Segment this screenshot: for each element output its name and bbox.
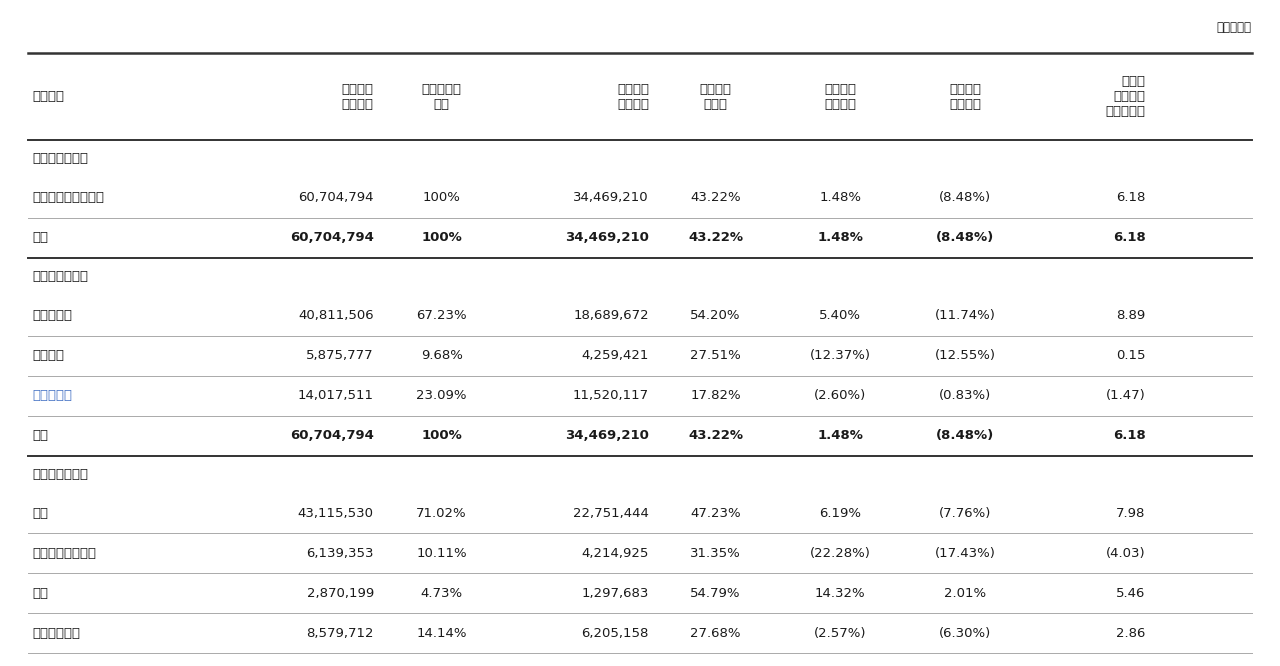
Text: (2.60%): (2.60%) <box>814 389 867 402</box>
Text: 三、按地区划分: 三、按地区划分 <box>32 468 88 481</box>
Text: 8,579,712: 8,579,712 <box>306 627 374 640</box>
Text: 中国: 中国 <box>32 507 49 520</box>
Text: 60,704,794: 60,704,794 <box>289 429 374 442</box>
Text: (2.57%): (2.57%) <box>814 627 867 640</box>
Text: (12.55%): (12.55%) <box>934 349 996 362</box>
Text: 43.22%: 43.22% <box>689 231 742 244</box>
Text: 67.23%: 67.23% <box>416 309 467 322</box>
Text: 34,469,210: 34,469,210 <box>564 231 649 244</box>
Text: (8.48%): (8.48%) <box>936 429 995 442</box>
Text: 亚洲（不含中国）: 亚洲（不含中国） <box>32 547 96 560</box>
Text: 政企业务: 政企业务 <box>32 349 64 362</box>
Text: 60,704,794: 60,704,794 <box>289 231 374 244</box>
Text: 本报告期
毛利率: 本报告期 毛利率 <box>700 83 732 111</box>
Text: 毛利率
同比增减
（百分点）: 毛利率 同比增减 （百分点） <box>1106 75 1146 118</box>
Text: 5.40%: 5.40% <box>819 309 861 322</box>
Text: 2.86: 2.86 <box>1116 627 1146 640</box>
Text: 14.32%: 14.32% <box>815 587 865 600</box>
Text: (0.83%): (0.83%) <box>940 389 991 402</box>
Text: 一、按行业划分: 一、按行业划分 <box>32 153 88 165</box>
Text: 54.79%: 54.79% <box>690 587 741 600</box>
Text: 100%: 100% <box>421 231 462 244</box>
Text: 1.48%: 1.48% <box>819 191 861 204</box>
Text: 合计: 合计 <box>32 231 49 244</box>
Text: 31.35%: 31.35% <box>690 547 741 560</box>
Text: 4.73%: 4.73% <box>421 587 462 600</box>
Text: 8.89: 8.89 <box>1116 309 1146 322</box>
Text: 1,297,683: 1,297,683 <box>581 587 649 600</box>
Text: 43.22%: 43.22% <box>690 191 741 204</box>
Text: (1.47): (1.47) <box>1106 389 1146 402</box>
Text: 14,017,511: 14,017,511 <box>298 389 374 402</box>
Text: 40,811,506: 40,811,506 <box>298 309 374 322</box>
Text: 欧美及大洋洲: 欧美及大洋洲 <box>32 627 79 640</box>
Text: (7.76%): (7.76%) <box>940 507 991 520</box>
Text: 17.82%: 17.82% <box>690 389 741 402</box>
Text: 本报告期
营业成本: 本报告期 营业成本 <box>617 83 649 111</box>
Text: 43.22%: 43.22% <box>689 429 742 442</box>
Text: 5.46: 5.46 <box>1116 587 1146 600</box>
Text: 60,704,794: 60,704,794 <box>298 191 374 204</box>
Text: 6.18: 6.18 <box>1112 231 1146 244</box>
Text: 47.23%: 47.23% <box>690 507 741 520</box>
Text: 14.14%: 14.14% <box>416 627 467 640</box>
Text: 2,870,199: 2,870,199 <box>306 587 374 600</box>
Text: 通讯设备类制造行业: 通讯设备类制造行业 <box>32 191 104 204</box>
Text: 收入构成: 收入构成 <box>32 90 64 103</box>
Text: (8.48%): (8.48%) <box>940 191 991 204</box>
Text: 1.48%: 1.48% <box>818 231 863 244</box>
Text: 9.68%: 9.68% <box>421 349 462 362</box>
Text: 11,520,117: 11,520,117 <box>573 389 649 402</box>
Text: (12.37%): (12.37%) <box>810 349 870 362</box>
Text: 营业成本
同比增减: 营业成本 同比增减 <box>950 83 982 111</box>
Text: 0.15: 0.15 <box>1116 349 1146 362</box>
Text: 4,259,421: 4,259,421 <box>581 349 649 362</box>
Text: (4.03): (4.03) <box>1106 547 1146 560</box>
Text: 22,751,444: 22,751,444 <box>573 507 649 520</box>
Text: 23.09%: 23.09% <box>416 389 467 402</box>
Text: (8.48%): (8.48%) <box>936 231 995 244</box>
Text: (22.28%): (22.28%) <box>810 547 870 560</box>
Text: 6.19%: 6.19% <box>819 507 861 520</box>
Text: 100%: 100% <box>422 191 461 204</box>
Text: 71.02%: 71.02% <box>416 507 467 520</box>
Text: 27.68%: 27.68% <box>690 627 741 640</box>
Text: 非洲: 非洲 <box>32 587 49 600</box>
Text: 消费者业务: 消费者业务 <box>32 389 72 402</box>
Text: 本报告期
营业收入: 本报告期 营业收入 <box>342 83 374 111</box>
Text: 18,689,672: 18,689,672 <box>573 309 649 322</box>
Text: 34,469,210: 34,469,210 <box>573 191 649 204</box>
Text: 合计: 合计 <box>32 429 49 442</box>
Text: (11.74%): (11.74%) <box>934 309 996 322</box>
Text: 单位：千元: 单位：千元 <box>1217 21 1252 35</box>
Text: 10.11%: 10.11% <box>416 547 467 560</box>
Text: 6,205,158: 6,205,158 <box>581 627 649 640</box>
Text: 54.20%: 54.20% <box>690 309 741 322</box>
Text: 营业收入
同比增减: 营业收入 同比增减 <box>824 83 856 111</box>
Text: 43,115,530: 43,115,530 <box>298 507 374 520</box>
Text: 6,139,353: 6,139,353 <box>306 547 374 560</box>
Text: (17.43%): (17.43%) <box>934 547 996 560</box>
Text: 5,875,777: 5,875,777 <box>306 349 374 362</box>
Text: 7.98: 7.98 <box>1116 507 1146 520</box>
Text: 2.01%: 2.01% <box>945 587 986 600</box>
Text: 4,214,925: 4,214,925 <box>581 547 649 560</box>
Text: (6.30%): (6.30%) <box>940 627 991 640</box>
Text: 34,469,210: 34,469,210 <box>564 429 649 442</box>
Text: 运营商网络: 运营商网络 <box>32 309 72 322</box>
Text: 6.18: 6.18 <box>1116 191 1146 204</box>
Text: 100%: 100% <box>421 429 462 442</box>
Text: 占营业收入
比重: 占营业收入 比重 <box>421 83 462 111</box>
Text: 6.18: 6.18 <box>1112 429 1146 442</box>
Text: 27.51%: 27.51% <box>690 349 741 362</box>
Text: 二、按业务划分: 二、按业务划分 <box>32 270 88 283</box>
Text: 1.48%: 1.48% <box>818 429 863 442</box>
